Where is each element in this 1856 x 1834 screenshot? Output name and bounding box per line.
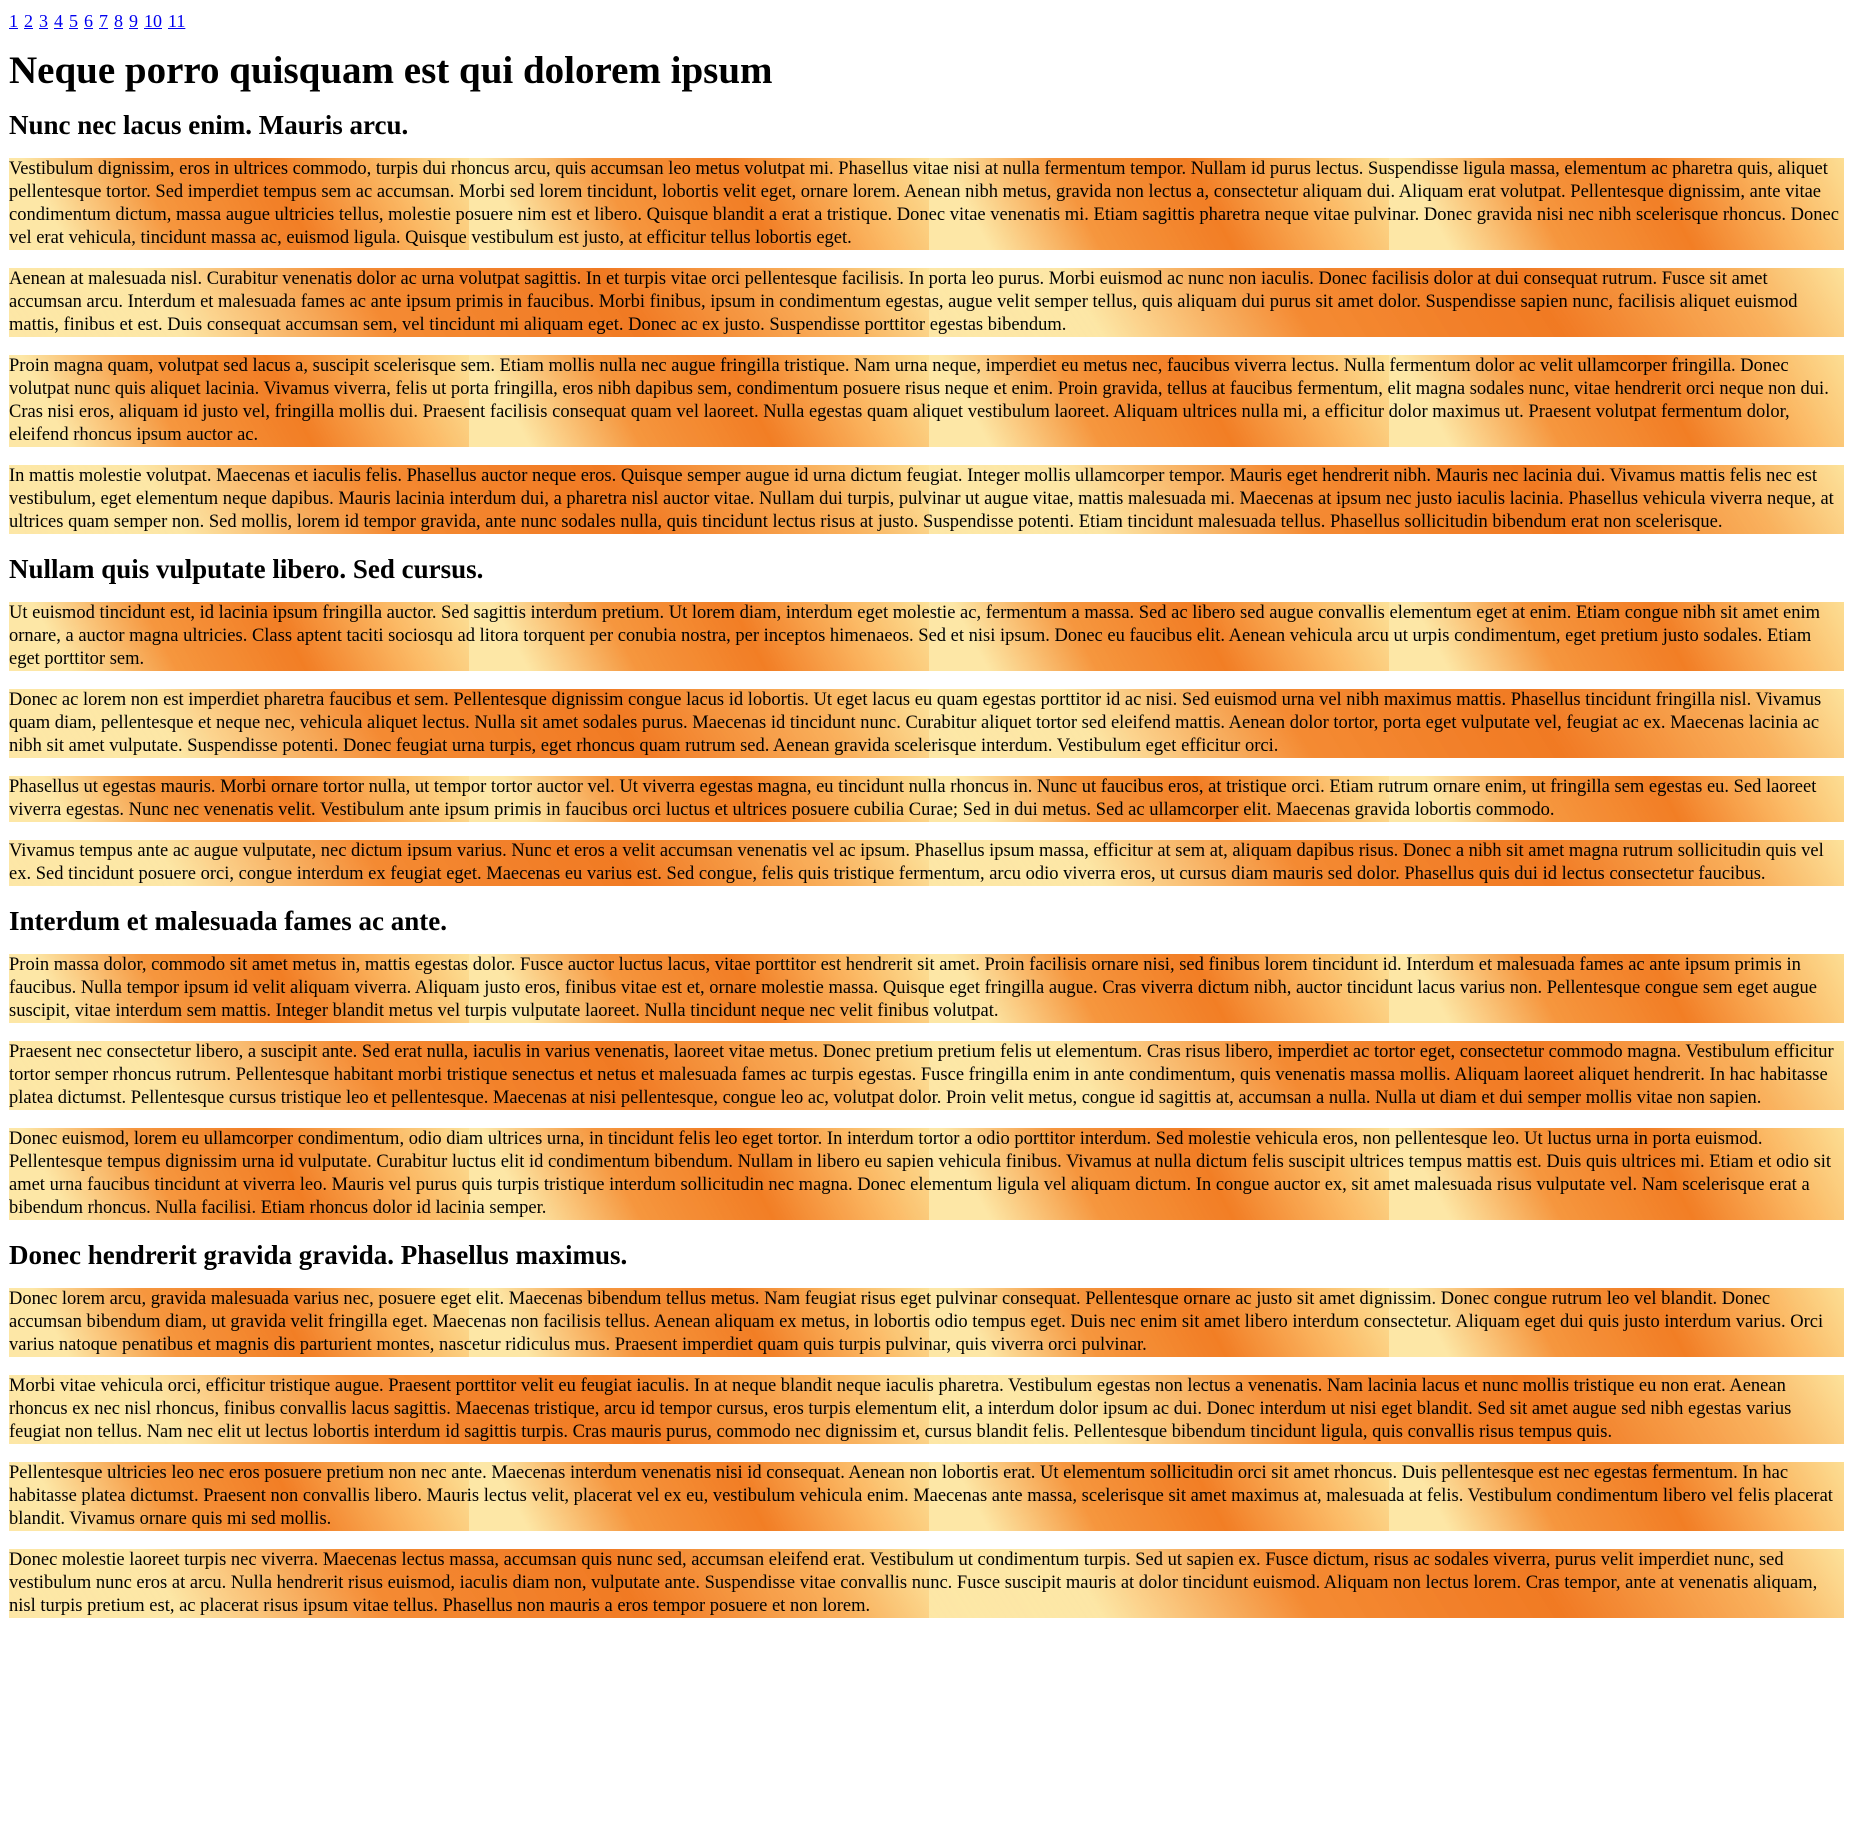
- page-link-2[interactable]: 2: [24, 11, 33, 31]
- paragraph: Phasellus ut egestas mauris. Morbi ornar…: [9, 776, 1844, 822]
- page-link-10[interactable]: 10: [144, 11, 162, 31]
- paragraph: Donec lorem arcu, gravida malesuada vari…: [9, 1288, 1844, 1357]
- page-title: Neque porro quisquam est qui dolorem ips…: [9, 49, 773, 92]
- paragraph: Morbi vitae vehicula orci, efficitur tri…: [9, 1375, 1844, 1444]
- paragraph: Pellentesque ultricies leo nec eros posu…: [9, 1462, 1844, 1531]
- page-link-5[interactable]: 5: [69, 11, 78, 31]
- page-link-3[interactable]: 3: [39, 11, 48, 31]
- paragraph: Proin magna quam, volutpat sed lacus a, …: [9, 355, 1844, 447]
- section-heading: Donec hendrerit gravida gravida. Phasell…: [9, 1240, 628, 1270]
- section-heading: Interdum et malesuada fames ac ante.: [9, 906, 447, 936]
- paragraph: Donec ac lorem non est imperdiet pharetr…: [9, 689, 1844, 758]
- paragraph: Donec euismod, lorem eu ullamcorper cond…: [9, 1128, 1844, 1220]
- paragraph: Proin massa dolor, commodo sit amet metu…: [9, 954, 1844, 1023]
- page-link-11[interactable]: 11: [168, 11, 186, 31]
- paragraph: In mattis molestie volutpat. Maecenas et…: [9, 465, 1844, 534]
- page-link-1[interactable]: 1: [9, 11, 18, 31]
- page-link-7[interactable]: 7: [99, 11, 108, 31]
- paragraph: Aenean at malesuada nisl. Curabitur vene…: [9, 268, 1844, 337]
- section-heading: Nullam quis vulputate libero. Sed cursus…: [9, 554, 484, 584]
- pagination: 1 2 3 4 5 6 7 8 9 10 11: [9, 0, 1844, 32]
- paragraph: Vivamus tempus ante ac augue vulputate, …: [9, 840, 1844, 886]
- paragraph: Donec molestie laoreet turpis nec viverr…: [9, 1549, 1844, 1618]
- page-link-4[interactable]: 4: [54, 11, 63, 31]
- paragraph: Praesent nec consectetur libero, a susci…: [9, 1041, 1844, 1110]
- page-link-8[interactable]: 8: [114, 11, 123, 31]
- paragraph: Vestibulum dignissim, eros in ultrices c…: [9, 158, 1844, 250]
- section-heading: Nunc nec lacus enim. Mauris arcu.: [9, 110, 409, 140]
- page-link-9[interactable]: 9: [129, 11, 138, 31]
- page-link-6[interactable]: 6: [84, 11, 93, 31]
- paragraph: Ut euismod tincidunt est, id lacinia ips…: [9, 602, 1844, 671]
